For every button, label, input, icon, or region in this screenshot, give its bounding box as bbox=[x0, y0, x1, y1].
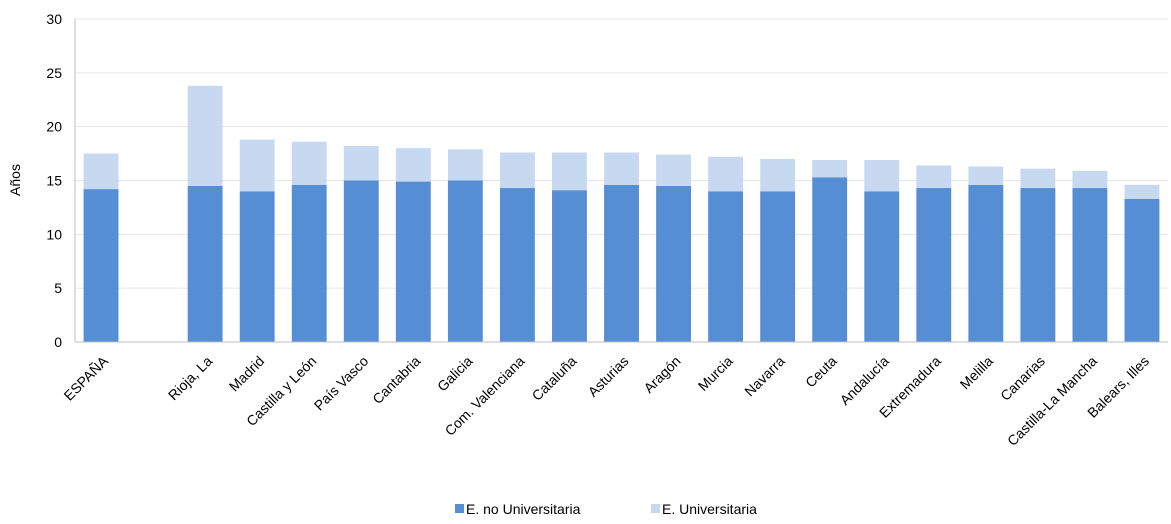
bar-no-universitaria bbox=[812, 177, 848, 342]
axes bbox=[74, 19, 1168, 343]
bar-no-universitaria bbox=[1124, 198, 1160, 342]
bar-universitaria bbox=[812, 160, 848, 178]
bar-no-universitaria bbox=[864, 191, 900, 342]
bar-universitaria bbox=[1020, 168, 1056, 189]
x-tick-label: Rioja, La bbox=[165, 353, 216, 404]
bar-universitaria bbox=[916, 165, 952, 189]
x-tick-label: Asturias bbox=[585, 353, 632, 400]
bar-no-universitaria bbox=[343, 180, 379, 342]
bar-no-universitaria bbox=[395, 181, 431, 342]
bar-universitaria bbox=[447, 149, 483, 181]
y-axis-label: Años bbox=[7, 164, 23, 196]
bar-no-universitaria bbox=[499, 188, 535, 342]
bar-no-universitaria bbox=[968, 184, 1004, 342]
x-tick-label: Cataluña bbox=[529, 353, 580, 404]
legend-label: E. Universitaria bbox=[662, 501, 757, 517]
x-tick-label: Ceuta bbox=[802, 353, 840, 391]
bar-no-universitaria bbox=[1020, 188, 1056, 342]
y-tick-labels: 0 5 10 15 20 25 30 bbox=[46, 11, 62, 350]
x-tick-label: Cantabria bbox=[369, 353, 423, 407]
legend: E. no Universitaria E. Universitaria bbox=[455, 501, 757, 517]
bar-no-universitaria bbox=[447, 180, 483, 342]
bar-universitaria bbox=[1124, 184, 1160, 199]
x-tick-label: Canarias bbox=[997, 353, 1048, 404]
bar-no-universitaria bbox=[604, 184, 639, 342]
bar-universitaria bbox=[1072, 170, 1108, 189]
bar-no-universitaria bbox=[187, 185, 223, 342]
legend-label: E. no Universitaria bbox=[466, 501, 581, 517]
bar-universitaria bbox=[291, 141, 327, 185]
bar-universitaria bbox=[552, 152, 587, 191]
bar-universitaria bbox=[343, 146, 379, 181]
bar-universitaria bbox=[239, 139, 275, 192]
x-tick-label: Madrid bbox=[226, 353, 268, 395]
x-tick-label: Murcia bbox=[695, 353, 736, 394]
legend-swatch bbox=[455, 504, 464, 513]
bar-universitaria bbox=[395, 148, 431, 182]
y-tick-label: 20 bbox=[46, 119, 62, 135]
bar-universitaria bbox=[83, 153, 119, 190]
bar-no-universitaria bbox=[708, 191, 744, 342]
x-tick-label: País Vasco bbox=[311, 353, 372, 414]
y-tick-label: 30 bbox=[46, 11, 62, 27]
bar-universitaria bbox=[864, 160, 900, 192]
x-tick-label: Melilla bbox=[957, 353, 997, 393]
bar-universitaria bbox=[604, 152, 639, 185]
x-tick-label: Castilla-La Mancha bbox=[1004, 353, 1100, 449]
bars bbox=[83, 85, 1160, 342]
y-tick-label: 25 bbox=[46, 65, 62, 81]
bar-universitaria bbox=[760, 158, 796, 192]
bar-no-universitaria bbox=[83, 189, 119, 342]
bar-universitaria bbox=[968, 166, 1004, 185]
legend-swatch bbox=[651, 504, 660, 513]
bar-universitaria bbox=[499, 152, 535, 189]
y-tick-label: 5 bbox=[54, 280, 62, 296]
bar-universitaria bbox=[708, 156, 744, 192]
x-tick-label: Galicia bbox=[434, 353, 476, 395]
bar-no-universitaria bbox=[916, 188, 952, 342]
bar-universitaria bbox=[187, 85, 223, 186]
bar-no-universitaria bbox=[1072, 188, 1108, 342]
bar-universitaria bbox=[656, 154, 691, 186]
x-tick-label: ESPAÑA bbox=[60, 352, 111, 403]
bar-no-universitaria bbox=[656, 185, 691, 342]
bar-no-universitaria bbox=[552, 190, 587, 342]
bar-no-universitaria bbox=[239, 191, 275, 342]
y-tick-label: 10 bbox=[46, 226, 62, 242]
x-tick-label: Navarra bbox=[741, 353, 788, 400]
bar-no-universitaria bbox=[291, 184, 327, 342]
y-tick-label: 0 bbox=[54, 334, 62, 350]
x-tick-label: Aragón bbox=[640, 353, 683, 396]
bar-no-universitaria bbox=[760, 191, 796, 342]
x-tick-label: Andalucía bbox=[837, 353, 892, 408]
y-tick-label: 15 bbox=[46, 173, 62, 189]
